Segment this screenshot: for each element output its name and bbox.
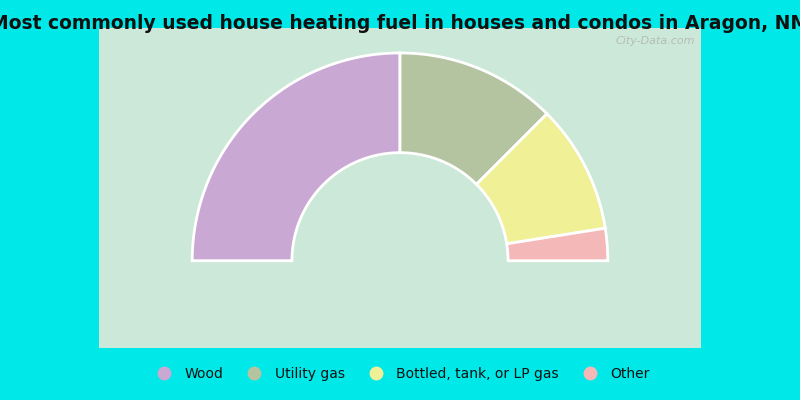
Polygon shape [400,53,547,184]
Polygon shape [477,114,606,244]
Text: Most commonly used house heating fuel in houses and condos in Aragon, NM: Most commonly used house heating fuel in… [0,14,800,33]
Polygon shape [192,53,400,261]
Polygon shape [506,228,608,261]
Text: City-Data.com: City-Data.com [615,36,695,46]
Legend: Wood, Utility gas, Bottled, tank, or LP gas, Other: Wood, Utility gas, Bottled, tank, or LP … [145,362,655,386]
